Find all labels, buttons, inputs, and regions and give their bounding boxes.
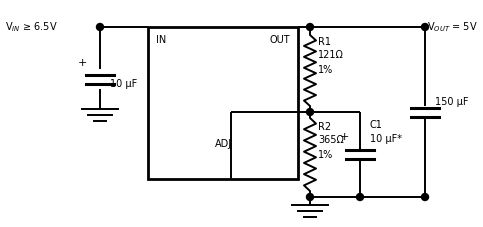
Text: OUT: OUT — [270, 35, 290, 45]
Circle shape — [422, 193, 428, 200]
Text: V$_{OUT}$ = 5V: V$_{OUT}$ = 5V — [427, 20, 478, 34]
Text: R2: R2 — [318, 122, 331, 132]
Text: 1%: 1% — [318, 65, 333, 75]
Circle shape — [307, 193, 313, 200]
Text: 150 μF: 150 μF — [435, 97, 469, 107]
Text: 1%: 1% — [318, 150, 333, 160]
Circle shape — [307, 109, 313, 116]
Text: R1: R1 — [318, 37, 331, 47]
Text: ADJ: ADJ — [214, 139, 231, 149]
Bar — [148, 27, 298, 179]
Text: 10 μF: 10 μF — [110, 79, 137, 89]
Text: 121Ω: 121Ω — [318, 50, 344, 60]
Text: +: + — [340, 131, 349, 141]
Circle shape — [307, 24, 313, 30]
Circle shape — [356, 193, 364, 200]
Circle shape — [422, 24, 428, 30]
Text: C1: C1 — [370, 120, 383, 130]
Text: 10 μF*: 10 μF* — [370, 134, 402, 144]
Text: +: + — [77, 58, 86, 68]
Text: V$_{IN}$ ≥ 6.5V: V$_{IN}$ ≥ 6.5V — [5, 20, 57, 34]
Text: IN: IN — [156, 35, 166, 45]
Circle shape — [97, 24, 103, 30]
Text: 365Ω: 365Ω — [318, 135, 344, 145]
